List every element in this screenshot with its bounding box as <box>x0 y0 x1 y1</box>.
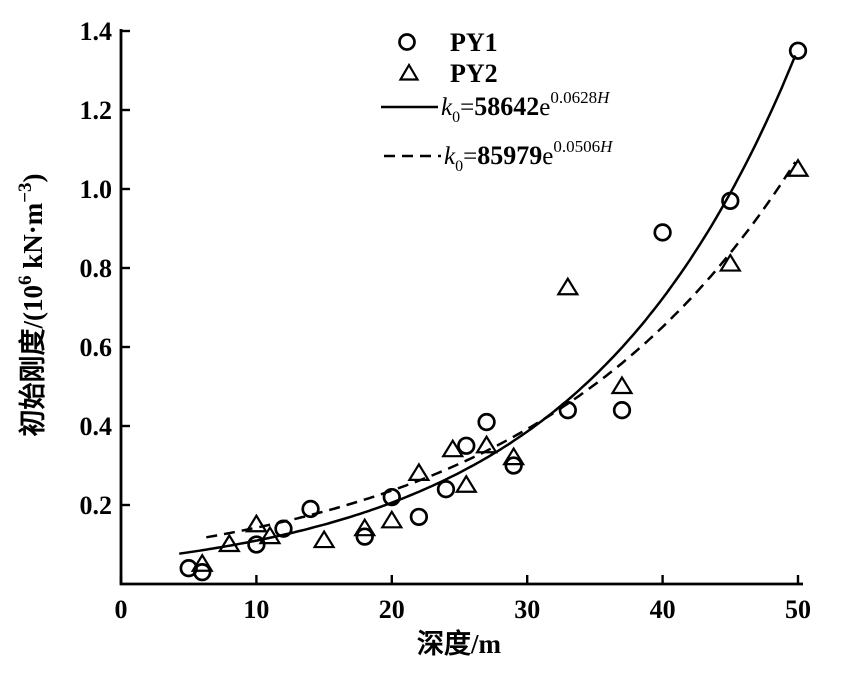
py1-point <box>504 456 523 475</box>
legend-label-py2: PY2 <box>450 59 498 88</box>
py2-point <box>217 533 241 553</box>
py2-point <box>556 276 580 296</box>
py1-point <box>301 499 320 519</box>
py1-point <box>653 223 672 242</box>
py2-point <box>454 474 478 493</box>
y-axis-title: 初始刚度/(106 kN·m−3) <box>15 173 48 436</box>
axes-layer: 0 10 20 30 40 50 0.2 0.4 0.6 0.8 1.0 1.2 1.4 <box>80 17 812 624</box>
y-tick-label: 0.2 <box>80 491 113 520</box>
y-tick-label: 1.0 <box>80 175 113 204</box>
x-axis-title: 深度/m <box>417 628 502 659</box>
py2-point <box>786 158 810 177</box>
y-tick-label: 0.8 <box>80 254 113 283</box>
x-tick-label: 10 <box>243 595 269 624</box>
legend-label-py1: PY1 <box>450 28 498 57</box>
legend-triangle-marker-icon <box>398 62 420 81</box>
fit-curves-layer <box>179 55 797 555</box>
legend-circle-marker-icon <box>398 33 416 51</box>
py1-point <box>355 527 374 546</box>
py2-point <box>407 462 431 481</box>
py2-point <box>244 513 268 533</box>
py1-point <box>382 487 401 507</box>
py2-point <box>610 375 634 395</box>
y-tick-label: 0.4 <box>80 412 113 441</box>
py2-point <box>441 438 465 458</box>
fit-curve-dashed <box>206 161 797 539</box>
py1-point <box>247 535 266 554</box>
x-tick-label: 20 <box>379 595 405 624</box>
x-tick-label: 40 <box>650 595 676 624</box>
py2-point <box>475 434 499 454</box>
py1-point <box>721 191 740 211</box>
x-tick-label: 0 <box>115 595 128 624</box>
py1-point <box>477 412 496 432</box>
fit-curve-solid <box>179 55 797 555</box>
y-tick-label: 1.2 <box>80 96 113 125</box>
legend-equation-py2: k0=85979e0.0506H <box>444 137 614 175</box>
data-points-layer <box>179 41 810 582</box>
py1-point <box>558 401 577 420</box>
py2-point <box>353 517 377 537</box>
py2-point <box>190 553 214 572</box>
y-tick-label: 0.6 <box>80 333 113 362</box>
py1-point <box>788 41 808 60</box>
py2-point <box>258 525 282 545</box>
py2-point <box>312 529 336 549</box>
x-tick-label: 30 <box>514 595 540 624</box>
py2-point <box>502 446 526 466</box>
py1-point <box>457 436 476 455</box>
py1-point <box>193 563 212 582</box>
py1-point <box>436 480 456 499</box>
py1-point <box>274 519 293 538</box>
y-tick-label: 1.4 <box>80 17 113 46</box>
y-axis-title-text: 初始刚度/(106 kN·m−3) <box>15 173 48 436</box>
py2-point <box>380 509 404 529</box>
py2-point <box>718 252 742 272</box>
py1-point <box>409 507 429 526</box>
legend-equation-py1: k0=58642e0.0628H <box>441 88 611 126</box>
py1-point <box>612 401 632 420</box>
x-tick-label: 50 <box>785 595 811 624</box>
